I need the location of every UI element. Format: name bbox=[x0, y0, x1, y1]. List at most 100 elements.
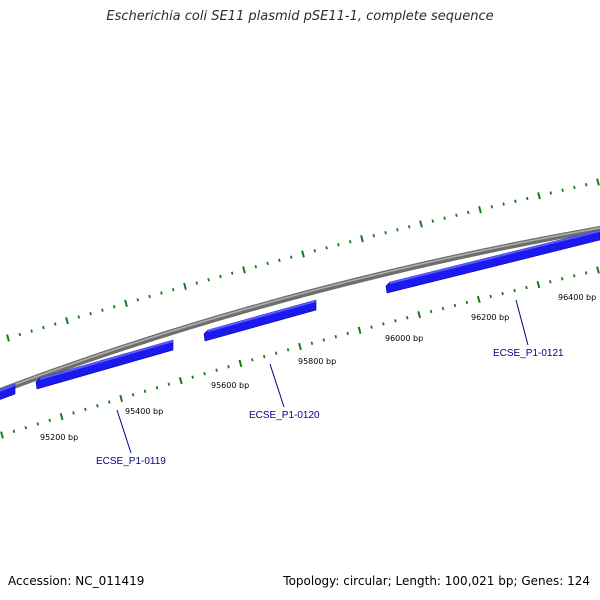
inner-tick bbox=[476, 295, 481, 304]
inner-tick bbox=[143, 389, 147, 393]
gene-leader-line bbox=[116, 409, 132, 454]
inner-tick bbox=[286, 348, 290, 352]
outer-tick bbox=[466, 210, 470, 215]
inner-tick bbox=[394, 319, 397, 323]
outer-tick bbox=[561, 188, 564, 192]
gene-label[interactable]: ECSE_P1-0121 bbox=[493, 348, 564, 359]
outer-tick bbox=[384, 231, 387, 235]
outer-tick-track bbox=[6, 178, 600, 342]
inner-tick bbox=[310, 341, 314, 345]
gene-leader-line bbox=[515, 299, 529, 346]
outer-tick bbox=[313, 249, 317, 253]
inner-tick bbox=[441, 306, 445, 311]
outer-tick bbox=[502, 202, 505, 206]
inner-tick bbox=[536, 281, 541, 289]
inner-tick bbox=[84, 407, 87, 412]
outer-tick bbox=[30, 329, 33, 333]
inner-tick bbox=[0, 431, 4, 439]
bp-label: 96000 bp bbox=[385, 334, 423, 343]
bp-label: 95200 bp bbox=[40, 433, 78, 442]
outer-tick bbox=[289, 255, 293, 259]
outer-tick bbox=[195, 281, 199, 285]
inner-tick bbox=[584, 271, 588, 275]
outer-tick bbox=[396, 228, 399, 232]
outer-tick bbox=[6, 334, 10, 342]
map-title: Escherichia coli SE11 plasmid pSE11-1, c… bbox=[106, 9, 494, 24]
outer-tick bbox=[443, 216, 446, 220]
outer-tick bbox=[101, 308, 104, 312]
outer-tick bbox=[230, 271, 234, 275]
outer-tick bbox=[278, 258, 281, 262]
outer-tick bbox=[160, 291, 163, 295]
inner-tick bbox=[227, 365, 230, 369]
inner-tick bbox=[178, 377, 183, 385]
inner-tick bbox=[513, 288, 516, 293]
outer-tick bbox=[537, 192, 541, 200]
outer-tick bbox=[514, 199, 517, 203]
inner-tick bbox=[262, 354, 266, 359]
outer-tick bbox=[77, 315, 81, 319]
accession-label: Accession: NC_011419 bbox=[8, 574, 145, 588]
gene-label-leaders bbox=[116, 299, 529, 454]
inner-tick bbox=[191, 375, 194, 379]
inner-tick bbox=[406, 316, 409, 320]
inner-tick bbox=[48, 418, 51, 423]
inner-tick bbox=[215, 368, 218, 372]
outer-tick bbox=[431, 219, 435, 223]
plasmid-backbone bbox=[0, 225, 600, 395]
outer-tick bbox=[407, 225, 411, 229]
inner-tick bbox=[72, 411, 75, 415]
outer-tick bbox=[18, 332, 22, 337]
gene-arrow-highlight bbox=[389, 230, 600, 284]
outer-tick bbox=[584, 183, 588, 187]
outer-tick bbox=[53, 322, 57, 326]
inner-tick bbox=[560, 277, 564, 281]
outer-tick bbox=[348, 240, 352, 244]
outer-tick bbox=[124, 299, 128, 307]
sequence-summary: Topology: circular; Length: 100,021 bp; … bbox=[283, 574, 590, 588]
outer-tick bbox=[183, 282, 187, 290]
outer-tick bbox=[478, 206, 482, 214]
inner-tick bbox=[357, 326, 362, 334]
outer-tick bbox=[242, 266, 246, 274]
outer-tick bbox=[171, 287, 175, 292]
plasmid-backbone-highlight bbox=[0, 227, 600, 391]
inner-tick bbox=[549, 280, 552, 284]
outer-tick bbox=[65, 316, 69, 325]
inner-tick bbox=[167, 382, 171, 386]
outer-tick bbox=[360, 235, 364, 243]
outer-tick bbox=[419, 220, 423, 228]
gene-leader-line bbox=[269, 363, 285, 408]
gene-arrow-highlight bbox=[39, 340, 174, 380]
outer-tick bbox=[136, 298, 140, 302]
outer-tick bbox=[254, 264, 258, 269]
inner-tick bbox=[429, 309, 433, 314]
outer-tick bbox=[148, 294, 151, 299]
inner-tick bbox=[596, 266, 600, 274]
inner-tick bbox=[108, 400, 111, 404]
inner-tick bbox=[489, 294, 492, 299]
inner-tick bbox=[572, 274, 576, 278]
gene-arrow-highlight bbox=[0, 384, 16, 392]
inner-tick bbox=[465, 300, 469, 305]
inner-tick bbox=[155, 386, 159, 390]
inner-tick bbox=[417, 311, 422, 319]
inner-tick bbox=[238, 359, 243, 367]
inner-tick bbox=[36, 422, 40, 426]
inner-tick bbox=[453, 303, 457, 308]
inner-tick bbox=[346, 331, 349, 336]
outer-tick bbox=[112, 305, 116, 309]
gene-label[interactable]: ECSE_P1-0120 bbox=[249, 410, 320, 421]
bp-label: 96200 bp bbox=[471, 313, 509, 322]
inner-tick bbox=[59, 413, 64, 421]
outer-tick bbox=[372, 234, 376, 238]
gene-label[interactable]: ECSE_P1-0119 bbox=[96, 456, 166, 467]
inner-tick bbox=[370, 325, 373, 329]
outer-tick bbox=[490, 205, 494, 209]
bp-label: 96400 bp bbox=[558, 293, 596, 302]
inner-tick bbox=[24, 425, 28, 430]
inner-tick bbox=[501, 291, 504, 296]
inner-tick bbox=[334, 335, 338, 339]
outer-tick bbox=[42, 325, 45, 330]
